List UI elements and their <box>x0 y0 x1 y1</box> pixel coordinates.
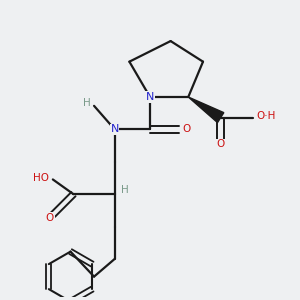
Text: N: N <box>146 92 154 102</box>
Text: O·H: O·H <box>256 111 276 121</box>
Text: HO: HO <box>33 173 49 183</box>
Text: O: O <box>183 124 191 134</box>
Text: H: H <box>121 185 129 195</box>
Text: H: H <box>83 98 91 108</box>
Text: O: O <box>46 213 54 223</box>
Polygon shape <box>188 97 224 123</box>
Text: O: O <box>217 139 225 149</box>
Text: N: N <box>110 124 119 134</box>
